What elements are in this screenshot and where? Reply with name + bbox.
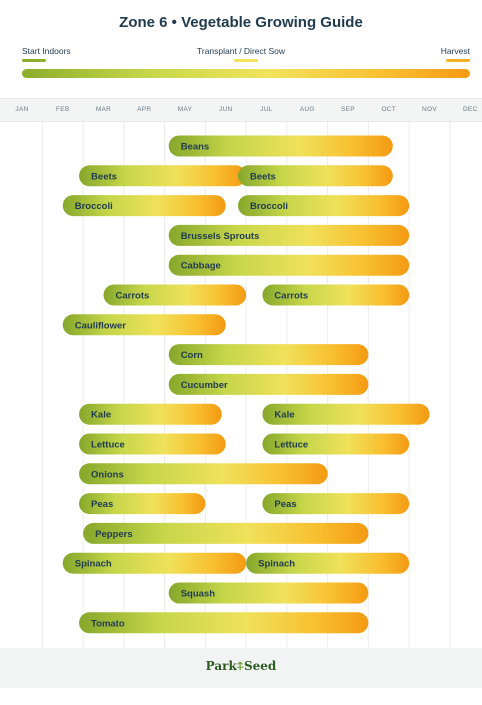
bar-broccoli-2	[237, 195, 410, 217]
bar-label-carrots-2: Carrots	[274, 291, 308, 302]
bar-lettuce-2	[262, 433, 410, 455]
bar-tomato-1	[79, 612, 369, 634]
bar-label-squash-1: Squash	[181, 589, 216, 600]
month-label-jan: JAN	[15, 106, 29, 113]
bar-spinach-2	[246, 552, 410, 574]
bar-peas-1	[79, 493, 206, 515]
bar-label-cauliflower-1: Cauliflower	[75, 320, 127, 331]
bar-label-spinach-1: Spinach	[75, 559, 112, 570]
bar-label-kale-1: Kale	[91, 410, 111, 421]
bar-cucumber-1	[168, 373, 369, 395]
legend-harvest-label: Harvest	[440, 46, 470, 56]
bar-beans-1	[168, 135, 393, 157]
bar-peppers-1	[83, 522, 369, 544]
month-label-sep: SEP	[341, 106, 355, 113]
bar-broccoli-1	[62, 195, 226, 217]
bar-beets-2	[237, 165, 393, 187]
bar-label-tomato-1: Tomato	[91, 618, 125, 629]
bar-label-broccoli-2: Broccoli	[250, 201, 288, 212]
sprout-icon: ⍏	[236, 659, 244, 673]
bar-onions-1	[79, 463, 328, 485]
bar-brussels-sprouts-1	[168, 224, 410, 246]
bar-label-peas-2: Peas	[274, 499, 296, 510]
logo-text-right: Seed	[244, 659, 277, 673]
month-label-nov: NOV	[422, 106, 437, 113]
bar-label-spinach-2: Spinach	[258, 559, 295, 570]
bar-label-beans-1: Beans	[181, 142, 210, 153]
bar-label-brussels-sprouts-1: Brussels Sprouts	[181, 231, 260, 242]
month-label-mar: MAR	[95, 106, 112, 113]
bar-corn-1	[168, 344, 369, 366]
bar-label-broccoli-1: Broccoli	[75, 201, 113, 212]
footer	[0, 648, 482, 688]
bar-label-kale-2: Kale	[274, 410, 294, 421]
month-label-feb: FEB	[55, 106, 70, 113]
bar-squash-1	[168, 582, 369, 604]
legend-transplant-label: Transplant / Direct Sow	[196, 46, 286, 56]
month-label-jul: JUL	[260, 106, 273, 113]
month-label-oct: OCT	[381, 106, 397, 113]
month-label-jun: JUN	[218, 106, 233, 113]
chart-title: Zone 6 • Vegetable Growing Guide	[119, 14, 363, 31]
bar-peas-2	[262, 493, 410, 515]
bar-lettuce-1	[79, 433, 226, 455]
bar-label-onions-1: Onions	[91, 469, 124, 480]
logo-text-left: Park	[205, 659, 237, 673]
legend-start-indoors-label: Start Indoors	[22, 46, 71, 56]
bar-label-beets-1: Beets	[91, 171, 117, 182]
bar-cabbage-1	[168, 254, 410, 276]
bar-kale-1	[79, 403, 222, 425]
bar-carrots-1	[103, 284, 247, 306]
month-label-apr: APR	[137, 106, 152, 113]
park-seed-logo: Park⍏Seed	[0, 659, 482, 674]
month-label-aug: AUG	[299, 106, 315, 113]
bar-label-lettuce-1: Lettuce	[91, 440, 125, 451]
legend-harvest-swatch	[446, 59, 470, 62]
bar-label-corn-1: Corn	[181, 350, 203, 361]
bar-label-peppers-1: Peppers	[95, 529, 133, 540]
bar-label-beets-2: Beets	[250, 171, 276, 182]
bar-cauliflower-1	[62, 314, 226, 336]
legend-transplant-swatch	[234, 59, 258, 62]
month-label-dec: DEC	[462, 106, 478, 113]
bar-label-peas-1: Peas	[91, 499, 113, 510]
legend-gradient-bar	[22, 69, 470, 78]
bar-label-cabbage-1: Cabbage	[181, 261, 221, 272]
legend-start-indoors-swatch	[22, 59, 46, 62]
bar-kale-2	[262, 403, 430, 425]
bar-label-carrots-1: Carrots	[116, 291, 150, 302]
month-axis	[0, 98, 482, 122]
bar-carrots-2	[262, 284, 410, 306]
growing-chart: Beans Beets Beets Broccoli Broccoli Brussels …	[41, 120, 451, 648]
bar-beets-1	[79, 165, 247, 187]
month-label-may: MAY	[177, 106, 193, 113]
bar-spinach-1	[62, 552, 247, 574]
bar-label-cucumber-1: Cucumber	[181, 380, 228, 391]
bar-label-lettuce-2: Lettuce	[274, 440, 308, 451]
